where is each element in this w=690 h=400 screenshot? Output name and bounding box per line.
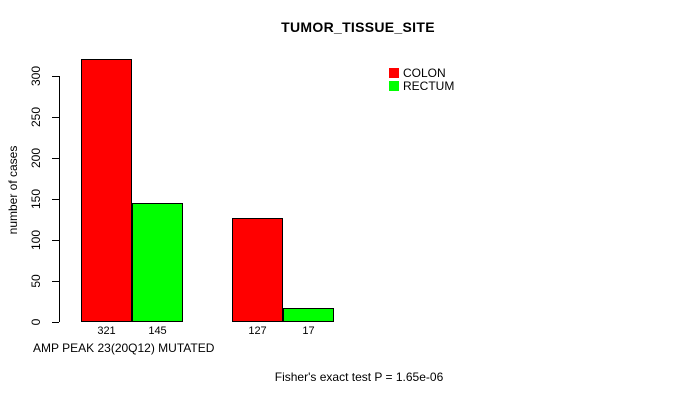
bar-colon-group1 bbox=[81, 59, 132, 322]
legend-item-rectum: RECTUM bbox=[389, 78, 455, 93]
x-axis-label: AMP PEAK 23(20Q12) MUTATED bbox=[33, 341, 215, 355]
y-axis-tick-150 bbox=[52, 199, 59, 200]
y-axis-tick-label-200: 200 bbox=[29, 147, 43, 169]
legend-item-colon: COLON bbox=[389, 65, 454, 80]
bar-colon-group2 bbox=[232, 218, 283, 322]
bar-value-label-colon-group2: 127 bbox=[248, 325, 267, 337]
y-axis-tick-250 bbox=[52, 117, 59, 118]
y-axis-tick-label-150: 150 bbox=[29, 188, 43, 210]
y-axis-tick-label-250: 250 bbox=[29, 106, 43, 128]
y-axis-tick-100 bbox=[52, 240, 59, 241]
legend-swatch-colon bbox=[389, 67, 399, 78]
y-axis-tick-0 bbox=[52, 322, 59, 323]
bar-value-label-rectum-group2: 17 bbox=[302, 325, 315, 337]
y-axis-tick-label-50: 50 bbox=[29, 274, 43, 288]
bar-rectum-group2 bbox=[283, 308, 334, 322]
bar-rectum-group1 bbox=[132, 203, 183, 322]
bar-value-label-colon-group1: 321 bbox=[97, 325, 116, 337]
chart-title: TUMOR_TISSUE_SITE bbox=[281, 19, 435, 35]
pvalue-annotation: Fisher's exact test P = 1.65e-06 bbox=[274, 370, 444, 384]
y-axis-tick-50 bbox=[52, 281, 59, 282]
y-axis-tick-label-100: 100 bbox=[29, 229, 43, 251]
y-axis-tick-200 bbox=[52, 158, 59, 159]
legend-label-rectum: RECTUM bbox=[403, 78, 455, 93]
bar-value-label-rectum-group1: 145 bbox=[148, 325, 167, 337]
legend-label-colon: COLON bbox=[403, 65, 446, 80]
y-axis-tick-label-0: 0 bbox=[29, 318, 43, 326]
y-axis-tick-300 bbox=[52, 76, 59, 77]
y-axis-line bbox=[59, 76, 60, 322]
legend-swatch-rectum bbox=[389, 80, 399, 91]
legend: COLON RECTUM bbox=[389, 65, 455, 93]
y-axis-tick-label-300: 300 bbox=[29, 65, 43, 87]
